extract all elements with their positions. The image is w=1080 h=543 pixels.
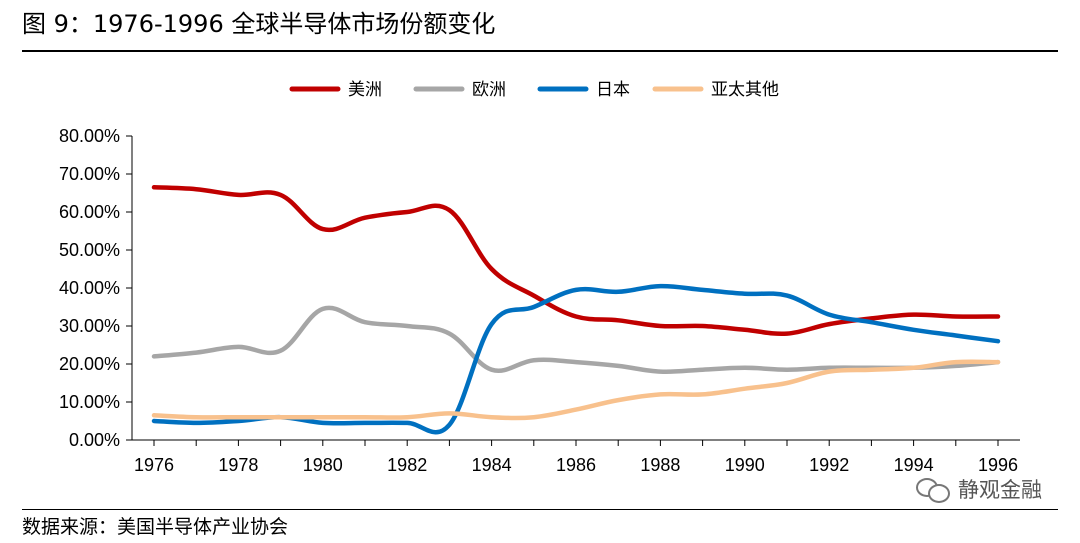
y-tick-label: 30.00% — [59, 316, 120, 336]
y-tick-label: 80.00% — [59, 126, 120, 146]
y-axis: 0.00% 10.00% 20.00% 30.00% 40.00% 50.00% 60.00… — [59, 126, 133, 450]
x-tick-label: 1980 — [303, 455, 343, 475]
wechat-icon — [916, 476, 950, 503]
x-tick-label: 1976 — [134, 455, 174, 475]
series-line-0 — [151, 185, 1001, 337]
watermark: 静观金融 — [916, 474, 1042, 504]
title-divider — [22, 50, 1058, 52]
y-tick-label: 70.00% — [59, 164, 120, 184]
watermark-text: 静观金融 — [958, 478, 1042, 502]
legend-label-3: 亚太其他 — [711, 80, 779, 100]
y-tick-label: 0.00% — [69, 430, 120, 450]
y-tick-label: 20.00% — [59, 354, 120, 374]
x-tick-label: 1990 — [725, 455, 765, 475]
x-tick-label: 1988 — [640, 455, 680, 475]
x-tick-label: 1984 — [472, 455, 512, 475]
source-note: 数据来源：美国半导体产业协会 — [22, 516, 289, 538]
legend-label-2: 日本 — [596, 80, 630, 100]
x-tick-label: 1986 — [556, 455, 596, 475]
y-tick-label: 60.00% — [59, 202, 120, 222]
x-axis: 1976 1978 1980 1982 1984 1986 1988 1990 1992 1994… — [132, 439, 1020, 475]
figure-title: 图 9：1976-1996 全球半导体市场份额变化 — [22, 10, 496, 38]
series-line-3 — [151, 359, 1001, 421]
x-tick-label: 1994 — [894, 455, 934, 475]
x-tick-label: 1996 — [978, 455, 1018, 475]
plot-lines — [151, 185, 1001, 435]
source-divider — [22, 509, 1058, 510]
legend-label-0: 美洲 — [348, 80, 382, 100]
legend-label-1: 欧洲 — [472, 80, 506, 100]
y-tick-label: 50.00% — [59, 240, 120, 260]
y-tick-label: 10.00% — [59, 392, 120, 412]
x-tick-label: 1982 — [387, 455, 427, 475]
x-tick-label: 1978 — [218, 455, 258, 475]
x-tick-label: 1992 — [809, 455, 849, 475]
chart-legend: 美洲 欧洲 日本 亚太其他 — [289, 80, 779, 100]
y-tick-label: 40.00% — [59, 278, 120, 298]
